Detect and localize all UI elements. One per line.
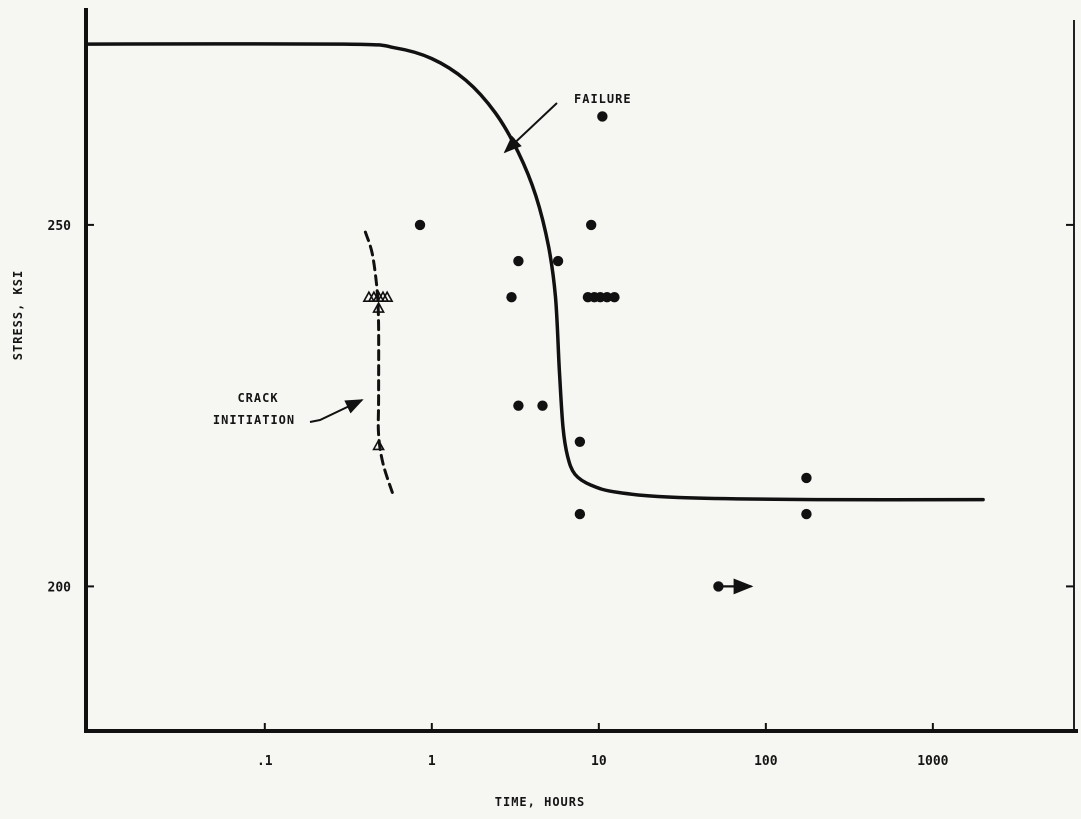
x-tick-label: 1 <box>428 754 436 769</box>
failure-point <box>597 111 608 122</box>
failure-point <box>513 400 524 411</box>
failure-point <box>801 508 812 520</box>
fitted-curves <box>84 42 985 502</box>
failure-point <box>585 219 597 231</box>
failure-point <box>574 508 586 520</box>
x-tick-label: 1000 <box>917 754 948 769</box>
crack-initiation-point <box>380 290 394 302</box>
crack-initiation-point <box>372 438 385 451</box>
y-tick-label: 200 <box>48 580 72 595</box>
runout-point <box>713 581 724 592</box>
failure-point <box>552 255 564 267</box>
x-tick-label: .1 <box>257 754 273 769</box>
failure-point <box>506 292 517 303</box>
failure-annotation: FAILURE <box>574 92 632 106</box>
failure-point <box>574 436 586 447</box>
failure-point <box>513 255 524 267</box>
crack-annotation-line-1: CRACK <box>237 391 278 405</box>
y-tick-label: 250 <box>48 219 72 234</box>
x-tick-label: 100 <box>754 754 778 769</box>
data-points <box>362 111 812 595</box>
x-axis-label: TIME, HOURS <box>495 795 585 809</box>
crack-initiation-arrow <box>309 399 364 423</box>
axis-ticks: .1 1 10 100 1000 200 250 <box>48 219 1074 769</box>
crack-initiation-curve <box>363 230 394 494</box>
crack-initiation-point <box>372 301 385 313</box>
failure-curve <box>84 42 985 502</box>
x-tick-label: 10 <box>591 754 607 769</box>
failure-point <box>601 292 613 303</box>
failure-point <box>537 400 548 411</box>
failure-arrow <box>503 102 558 154</box>
failure-point <box>414 219 426 231</box>
failure-point <box>801 472 812 484</box>
failure-point <box>609 292 620 303</box>
crack-annotation-line-2: INITIATION <box>213 413 295 427</box>
y-axis-label: STRESS, KSI <box>11 270 25 360</box>
